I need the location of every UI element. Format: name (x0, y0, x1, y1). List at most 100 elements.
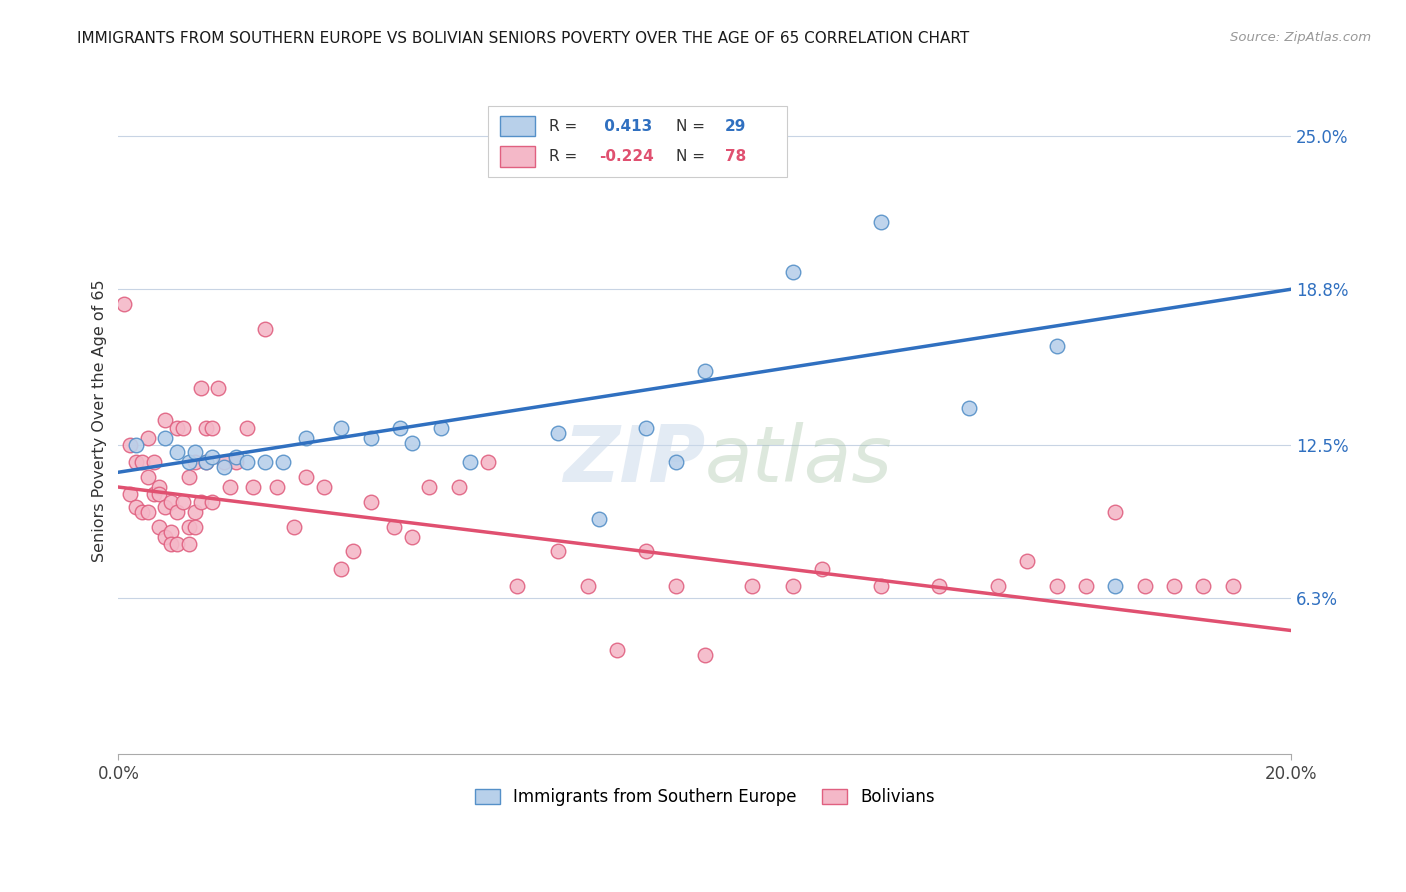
Point (430, 420, 453, 434)
FancyBboxPatch shape (499, 146, 534, 167)
Point (120, 438, 142, 452)
Point (131, 505, 153, 519)
Point (1046, 339, 1069, 353)
Point (177, 519, 200, 533)
Point (183, 445, 205, 459)
Point (1163, 579, 1185, 593)
Point (782, 579, 804, 593)
Point (1017, 554, 1039, 568)
Point (195, 420, 218, 434)
Point (741, 579, 763, 593)
Point (388, 420, 411, 434)
Point (125, 438, 148, 452)
Point (811, 562, 834, 576)
Point (283, 519, 305, 533)
Text: Source: ZipAtlas.com: Source: ZipAtlas.com (1230, 31, 1371, 45)
Text: atlas: atlas (704, 422, 893, 499)
Point (142, 487, 165, 501)
Point (225, 455, 247, 469)
Point (148, 487, 170, 501)
Point (664, 579, 686, 593)
Text: -0.224: -0.224 (599, 149, 654, 164)
Point (987, 579, 1010, 593)
Point (155, 500, 177, 514)
Point (576, 579, 599, 593)
Point (1104, 505, 1126, 519)
Point (360, 431, 382, 445)
Point (1192, 579, 1215, 593)
Point (201, 420, 224, 434)
Point (155, 431, 177, 445)
Point (271, 455, 294, 469)
Point (136, 470, 159, 484)
Point (207, 381, 229, 395)
Point (295, 470, 318, 484)
Point (155, 413, 177, 427)
FancyBboxPatch shape (488, 106, 787, 177)
Point (418, 480, 440, 494)
Point (312, 480, 335, 494)
Point (120, 487, 142, 501)
Point (183, 505, 205, 519)
Point (606, 643, 628, 657)
Point (477, 455, 499, 469)
Point (195, 455, 218, 469)
Point (401, 435, 423, 450)
Point (225, 450, 247, 465)
Point (190, 381, 212, 395)
Point (693, 648, 716, 663)
Point (160, 537, 183, 551)
Point (160, 495, 183, 509)
Point (693, 364, 716, 378)
Point (160, 524, 183, 539)
Point (664, 455, 686, 469)
Point (142, 455, 165, 469)
Point (636, 544, 658, 558)
Point (212, 455, 235, 469)
Point (342, 544, 364, 558)
Point (201, 450, 224, 465)
Point (636, 420, 658, 434)
Legend: Immigrants from Southern Europe, Bolivians: Immigrants from Southern Europe, Bolivia… (468, 781, 942, 813)
Point (201, 495, 224, 509)
Point (195, 455, 218, 469)
Point (125, 500, 148, 514)
Point (1046, 579, 1069, 593)
Point (236, 420, 259, 434)
Point (212, 460, 235, 475)
Point (136, 431, 159, 445)
Point (330, 420, 353, 434)
Point (447, 480, 470, 494)
Point (136, 505, 159, 519)
Point (125, 455, 148, 469)
Text: N =: N = (675, 149, 710, 164)
Point (183, 519, 205, 533)
Point (957, 401, 980, 415)
Point (112, 297, 135, 311)
Text: ZIP: ZIP (562, 422, 704, 499)
Point (148, 480, 170, 494)
Point (166, 505, 188, 519)
Point (131, 455, 153, 469)
Point (1104, 579, 1126, 593)
Point (330, 562, 353, 576)
Point (588, 512, 610, 526)
Text: R =: R = (548, 149, 582, 164)
Point (360, 495, 382, 509)
Point (295, 431, 318, 445)
Point (166, 537, 188, 551)
Text: N =: N = (675, 119, 710, 134)
Text: 0.413: 0.413 (599, 119, 652, 134)
Point (172, 495, 194, 509)
Point (782, 265, 804, 279)
Point (177, 470, 200, 484)
FancyBboxPatch shape (499, 117, 534, 136)
Y-axis label: Seniors Poverty Over the Age of 65: Seniors Poverty Over the Age of 65 (93, 279, 107, 562)
Point (869, 579, 891, 593)
Point (401, 530, 423, 544)
Point (1074, 579, 1097, 593)
Point (242, 480, 264, 494)
Point (869, 215, 891, 229)
Point (928, 579, 950, 593)
Point (166, 420, 188, 434)
